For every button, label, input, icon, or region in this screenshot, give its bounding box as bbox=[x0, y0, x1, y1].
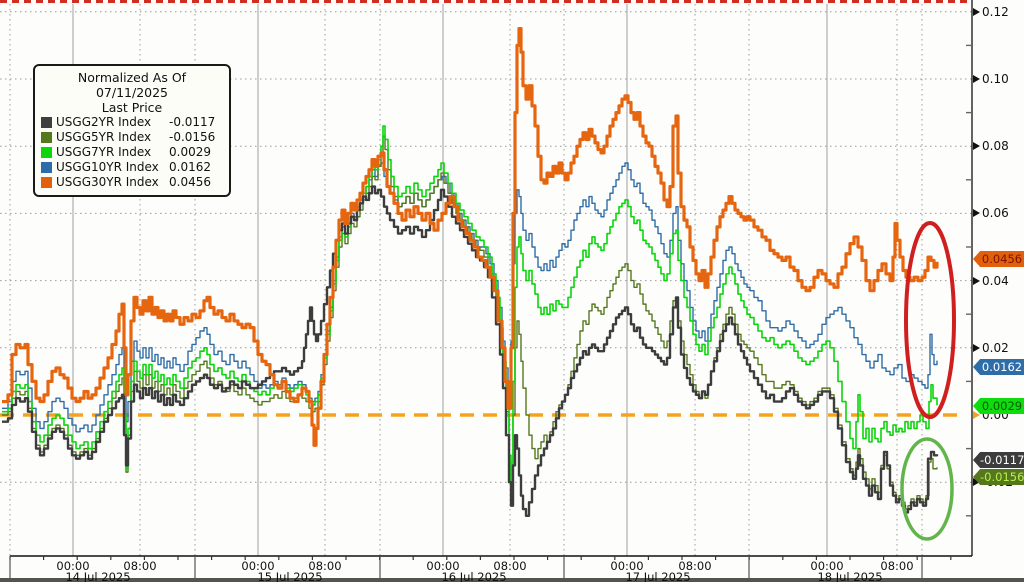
legend-item: USGG5YR Index -0.0156 bbox=[41, 130, 223, 145]
legend-item-value: -0.0117 bbox=[169, 115, 216, 129]
y-axis-tick-label: 0.12 bbox=[982, 4, 1009, 19]
x-time-label: 08:00 bbox=[493, 559, 527, 573]
x-date-label: 15 Jul 2025 bbox=[257, 570, 323, 582]
price-tag: -0.0156 bbox=[973, 469, 1024, 485]
y-axis-tick-label: 0.10 bbox=[982, 72, 1009, 86]
tick-arrow-icon bbox=[973, 411, 980, 419]
x-time-label: 00:00 bbox=[810, 559, 844, 573]
x-time-label: 00:00 bbox=[241, 559, 275, 573]
legend-item: USGG2YR Index -0.0117 bbox=[41, 115, 223, 130]
legend-swatch bbox=[41, 147, 52, 158]
legend-item: USGG7YR Index 0.0029 bbox=[41, 145, 223, 160]
x-time-label: 00:00 bbox=[610, 559, 644, 573]
x-date-label: 17 Jul 2025 bbox=[625, 570, 691, 582]
series-usgg2yr bbox=[2, 185, 939, 517]
series-usgg30yr bbox=[2, 27, 939, 447]
legend-item-value: 0.0162 bbox=[169, 160, 211, 174]
tick-arrow-icon bbox=[973, 75, 980, 83]
legend-item-value: 0.0029 bbox=[169, 145, 211, 159]
tick-arrow-icon bbox=[973, 276, 980, 285]
x-time-label: 08:00 bbox=[308, 559, 342, 573]
legend-box: Normalized As Of 07/11/2025 Last Price U… bbox=[33, 64, 231, 197]
x-time-label: 08:00 bbox=[123, 559, 157, 573]
legend-subtitle: Last Price bbox=[101, 100, 163, 115]
y-axis-tick-label: 0.04 bbox=[982, 273, 1009, 288]
legend-item-label: USGG5YR Index bbox=[56, 130, 152, 144]
legend-item-label: USGG30YR Index bbox=[56, 175, 159, 189]
legend-swatch bbox=[41, 177, 52, 188]
legend-title: Normalized As Of 07/11/2025 bbox=[77, 70, 187, 100]
y-axis-tick-label: 0.06 bbox=[982, 206, 1009, 221]
x-time-label: 00:00 bbox=[426, 559, 460, 573]
x-date-label: 18 Jul 2025 bbox=[817, 570, 883, 582]
y-axis-tick: 0.12 bbox=[973, 5, 1009, 19]
tick-arrow-icon bbox=[973, 142, 980, 151]
red-ellipse bbox=[904, 221, 956, 419]
y-axis-tick: 0.10 bbox=[973, 72, 1009, 86]
y-axis-tick: 0.08 bbox=[973, 139, 1009, 153]
x-time-label: 08:00 bbox=[880, 559, 914, 573]
legend-item: USGG10YR Index 0.0162 bbox=[41, 160, 223, 175]
y-axis-tick: 0.06 bbox=[973, 206, 1009, 220]
legend-item-label: USGG2YR Index bbox=[56, 115, 152, 129]
price-tag: 0.0029 bbox=[973, 398, 1024, 414]
x-date-label: 16 Jul 2025 bbox=[441, 570, 507, 582]
legend-item-label: USGG10YR Index bbox=[56, 160, 159, 174]
tick-arrow-icon bbox=[973, 343, 980, 352]
tick-arrow-icon bbox=[973, 478, 980, 487]
green-ellipse bbox=[900, 437, 954, 541]
legend-item: USGG30YR Index 0.0456 bbox=[41, 175, 223, 190]
y-axis-tick-label: 0.08 bbox=[982, 139, 1009, 154]
tick-arrow-icon bbox=[973, 7, 980, 16]
y-axis-tick: 0.02 bbox=[973, 341, 1009, 355]
tick-arrow-icon bbox=[973, 209, 980, 218]
price-tag: -0.0117 bbox=[973, 452, 1024, 468]
price-tag: 0.0162 bbox=[973, 359, 1024, 375]
price-tag: 0.0456 bbox=[973, 251, 1024, 267]
x-date-label: 14 Jul 2025 bbox=[65, 570, 131, 582]
y-axis-tick-label: 0.02 bbox=[982, 340, 1009, 355]
legend-item-value: -0.0156 bbox=[169, 130, 216, 144]
y-axis-tick: 0.04 bbox=[973, 274, 1009, 288]
legend-swatch bbox=[41, 162, 52, 173]
legend-item-label: USGG7YR Index bbox=[56, 145, 152, 159]
x-time-label: 00:00 bbox=[56, 559, 90, 573]
x-time-label: 08:00 bbox=[678, 559, 712, 573]
legend-swatch bbox=[41, 117, 52, 128]
legend-swatch bbox=[41, 132, 52, 143]
legend-item-value: 0.0456 bbox=[169, 175, 211, 189]
bottom-separator-bar bbox=[0, 578, 1024, 582]
